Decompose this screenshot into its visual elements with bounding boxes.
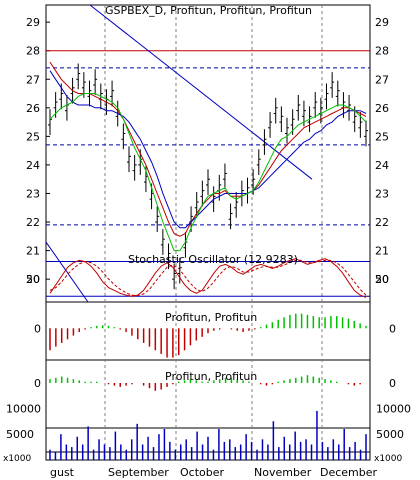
price-axis-tick-left: 28 [26,45,40,58]
price-axis-tick-right: 23 [375,187,389,200]
price-axis-tick-right: 20 [375,273,389,286]
price-axis-tick-right: 22 [375,216,389,229]
ma-short-line [49,93,367,252]
volume-tick-left: 10000 [6,402,41,415]
x-axis-label: December [320,466,378,479]
stochastic-tick-right: 50 [375,273,389,286]
trend-line-lower [45,241,89,303]
histogram2-tick-left: 0 [34,377,41,390]
price-title: GSPBEX_D, Profitun, Profitun, Profitun [105,4,312,17]
price-axis-tick-right: 24 [375,159,389,172]
price-axis-tick-left: 26 [26,102,40,115]
labels-layer: 20 20 21 21 22 22 23 23 24 24 25 25 26 26 27 27 28 28 29 29… [6,16,411,479]
histogram-layer [49,313,367,358]
volume-unit-label: x1000 [3,454,32,464]
ma-long-line [49,70,367,229]
volume-layer [49,410,367,460]
histogram2-layer [49,375,361,391]
stochastic-layer [46,258,370,298]
price-axis-tick-right: 25 [375,130,389,143]
price-axis-tick-left: 25 [26,130,40,143]
x-axis-label: November [254,466,312,479]
histogram2-tick-right: 0 [389,377,396,390]
volume-tick-right: 10000 [376,402,411,415]
stochastic-d-line [49,259,367,297]
volume-unit-label-right: x1000 [374,454,403,464]
x-axis-label: gust [50,466,75,479]
price-axis-tick-right: 28 [375,45,389,58]
price-axis-tick-right: 26 [375,102,389,115]
histogram-tick-left: 0 [34,322,41,335]
price-axis-tick-left: 27 [26,73,40,86]
stochastic-title: Stochastic Oscillator (12,9283) [128,253,298,266]
x-axis-label: September [108,466,169,479]
price-axis-tick-left: 21 [26,245,40,258]
volume-tick-left: 5000 [6,428,34,441]
price-axis-tick-right: 27 [375,73,389,86]
price-axis-tick-left: 22 [26,216,40,229]
volume-tick-right: 5000 [376,428,404,441]
stochastic-k-line [49,258,367,298]
stochastic-tick-left: 50 [26,273,40,286]
price-axis-tick-right: 21 [375,245,389,258]
histogram-title: Profitun, Profitun [165,311,257,324]
ma-mid-line [49,61,367,237]
x-axis-label: October [180,466,224,479]
price-layer [45,4,370,303]
price-axis-tick-left: 20 [26,273,40,286]
histogram2-title: Profitun, Profitun [165,370,257,383]
price-axis-tick-right: 29 [375,16,389,29]
price-axis-tick-left: 29 [26,16,40,29]
price-axis-tick-left: 24 [26,159,40,172]
grid-lines [46,5,323,460]
histogram-tick-right: 0 [389,322,396,335]
price-axis-tick-left: 23 [26,187,40,200]
